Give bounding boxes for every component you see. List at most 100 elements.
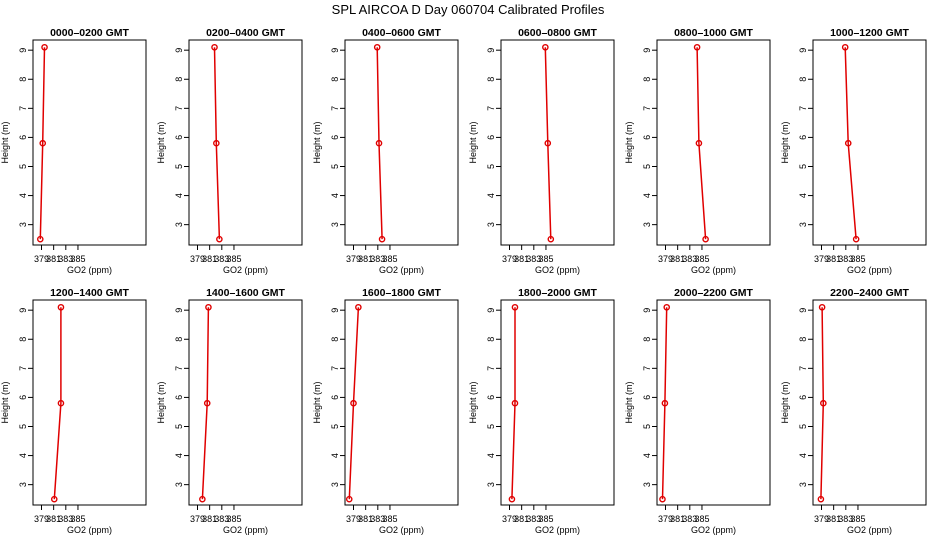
x-tick-label: 383: [526, 254, 541, 264]
y-tick-label: 3: [486, 482, 496, 487]
y-tick-label: 8: [486, 77, 496, 82]
data-point: [373, 43, 381, 51]
data-point: [50, 495, 58, 503]
y-tick-label: 5: [330, 424, 340, 429]
y-axis-label: Height (m): [156, 121, 166, 163]
x-tick-label: 381: [670, 514, 685, 524]
x-tick-label: 383: [838, 254, 853, 264]
y-tick-label: 4: [330, 193, 340, 198]
y-tick-label: 4: [798, 453, 808, 458]
y-axis-label: Height (m): [468, 381, 478, 423]
y-tick-label: 5: [18, 164, 28, 169]
data-point: [39, 139, 47, 147]
panel-frame: [32, 299, 147, 506]
x-tick-label: 385: [382, 514, 397, 524]
data-point: [216, 235, 223, 243]
data-point: [817, 495, 825, 503]
y-tick-label: 3: [642, 222, 652, 227]
x-axis-label: GO2 (ppm): [379, 265, 424, 275]
y-tick-label: 6: [642, 395, 652, 400]
y-tick-label: 6: [642, 135, 652, 140]
y-tick-label: 6: [18, 135, 28, 140]
panel-frame: [188, 299, 303, 506]
data-point: [203, 399, 211, 407]
panel-frame: [656, 299, 771, 506]
y-tick-label: 7: [642, 106, 652, 111]
profile-line: [201, 307, 210, 500]
x-tick-label: 385: [850, 254, 865, 264]
x-tick-label: 385: [538, 514, 553, 524]
panel-title: 0800–1000 GMT: [674, 27, 753, 39]
panel-title: 0600–0800 GMT: [518, 27, 597, 39]
x-tick-label: 381: [358, 514, 373, 524]
y-tick-label: 6: [798, 135, 808, 140]
y-tick-label: 4: [642, 193, 652, 198]
data-point: [844, 139, 852, 147]
profile-line: [511, 307, 516, 500]
profile-line: [213, 47, 221, 240]
y-tick-label: 3: [330, 222, 340, 227]
y-tick-label: 9: [642, 48, 652, 53]
x-tick-label: 381: [670, 254, 685, 264]
y-tick-label: 8: [330, 337, 340, 342]
y-axis-label: Height (m): [0, 381, 10, 423]
panel-title: 0200–0400 GMT: [206, 27, 285, 39]
x-tick-label: 379: [346, 254, 361, 264]
panel-frame: [344, 39, 459, 246]
y-tick-label: 4: [486, 193, 496, 198]
profile-line: [53, 307, 62, 500]
panel-title: 0400–0600 GMT: [362, 27, 441, 39]
y-tick-label: 9: [798, 48, 808, 53]
y-tick-label: 6: [174, 135, 184, 140]
x-axis-label: GO2 (ppm): [67, 525, 112, 535]
y-tick-label: 5: [798, 164, 808, 169]
y-axis-label: Height (m): [468, 121, 478, 163]
y-tick-label: 6: [330, 135, 340, 140]
y-tick-label: 4: [486, 453, 496, 458]
y-axis-label: Height (m): [312, 121, 322, 163]
y-tick-label: 9: [486, 48, 496, 53]
data-point: [852, 235, 860, 243]
panel-frame: [188, 39, 303, 246]
y-axis-label: Height (m): [780, 121, 790, 163]
x-tick-label: 381: [358, 254, 373, 264]
x-tick-label: 383: [214, 514, 229, 524]
profile-line: [376, 47, 383, 240]
data-point: [841, 43, 849, 51]
data-point: [355, 303, 362, 311]
data-point: [663, 303, 671, 311]
profile-line: [348, 307, 360, 500]
y-tick-label: 7: [486, 106, 496, 111]
y-tick-label: 9: [798, 308, 808, 313]
profile-line: [39, 47, 46, 240]
y-tick-label: 6: [330, 395, 340, 400]
y-tick-label: 5: [486, 424, 496, 429]
data-point: [511, 399, 519, 407]
data-point: [661, 399, 669, 407]
y-tick-label: 8: [642, 337, 652, 342]
panel-title: 2200–2400 GMT: [830, 287, 909, 299]
data-point: [542, 43, 549, 51]
y-tick-label: 5: [330, 164, 340, 169]
y-tick-label: 9: [174, 48, 184, 53]
data-point: [211, 43, 218, 51]
x-tick-label: 383: [58, 254, 73, 264]
data-point: [57, 303, 65, 311]
x-axis-label: GO2 (ppm): [535, 265, 580, 275]
y-tick-label: 9: [642, 308, 652, 313]
panel-title: 1400–1600 GMT: [206, 287, 285, 299]
profile-line: [661, 307, 668, 500]
y-tick-label: 4: [18, 193, 28, 198]
y-tick-label: 7: [330, 106, 340, 111]
x-axis-label: GO2 (ppm): [223, 265, 268, 275]
panel-frame: [500, 299, 615, 506]
x-axis-label: GO2 (ppm): [535, 525, 580, 535]
